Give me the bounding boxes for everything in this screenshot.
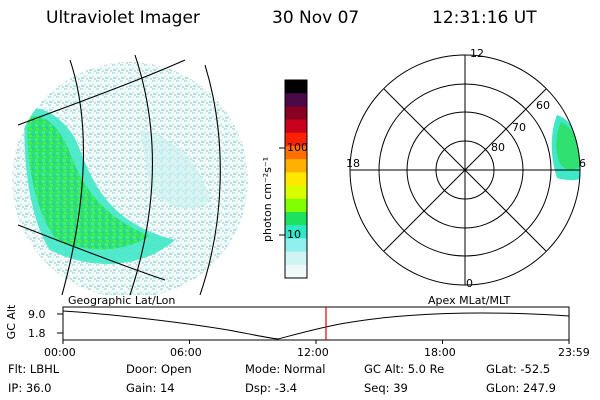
colorbar-unit-label: photon cm⁻²s⁻¹ [261,156,274,242]
mlat-label-60: 60 [536,99,550,112]
info-gain: Gain: 14 [126,381,175,395]
earth-image [12,54,248,295]
info-gc-alt: GC Alt: 5.0 Re [364,362,445,376]
altitude-tick-low: 1.8 [28,327,46,340]
colorbar-cell [285,172,307,187]
mlt-label-12: 12 [470,47,484,60]
colorbar-cell [285,80,307,94]
time-tick-2359: 23:59 [558,346,590,359]
colorbar-cell [285,159,307,173]
timeline-right-label: Apex MLat/MLT [428,294,511,307]
mlt-label-6: 6 [579,157,586,170]
colorbar-tick-100: 100 [287,141,308,154]
colorbar-cell [285,225,307,239]
colorbar [279,79,308,279]
colorbar-cell [285,238,307,253]
mlt-label-18: 18 [346,157,360,170]
info-dsp: Dsp: -3.4 [245,381,298,395]
colorbar-cell [285,264,307,279]
colorbar-tick-10: 10 [287,228,301,241]
info-mode: Mode: Normal [245,362,326,376]
info-seq: Seq: 39 [364,381,408,395]
colorbar-cell [285,146,307,160]
time-tick-0000: 00:00 [44,346,76,359]
colorbar-cell [285,119,307,134]
instrument-title: Ultraviolet Imager [46,8,200,28]
colorbar-cell [285,132,307,147]
colorbar-cell [285,185,307,200]
colorbar-cell [285,198,307,213]
time-tick-1200: 12:00 [297,346,329,359]
info-glon: GLon: 247.9 [486,381,556,395]
info-door: Door: Open [126,362,192,376]
colorbar-cell [285,251,307,266]
altitude-timeline [57,306,570,344]
time-label: 12:31:16 UT [432,8,537,28]
info-filter: Flt: LBHL [8,362,60,376]
altitude-axis-label: GC Alt [5,304,18,340]
polar-plot [349,54,581,286]
info-ip: IP: 36.0 [8,381,52,395]
mlat-label-70: 70 [512,121,526,134]
mlat-label-80: 80 [491,141,505,154]
time-tick-1800: 18:00 [424,346,456,359]
timeline-left-label: Geographic Lat/Lon [68,294,176,307]
colorbar-cell [285,93,307,107]
colorbar-cell [285,106,307,121]
date-label: 30 Nov 07 [272,8,360,28]
colorbar-cell [285,212,307,226]
mlt-label-0: 0 [466,277,473,290]
info-glat: GLat: -52.5 [486,362,551,376]
altitude-tick-high: 9.0 [28,308,46,321]
time-tick-0600: 06:00 [170,346,202,359]
